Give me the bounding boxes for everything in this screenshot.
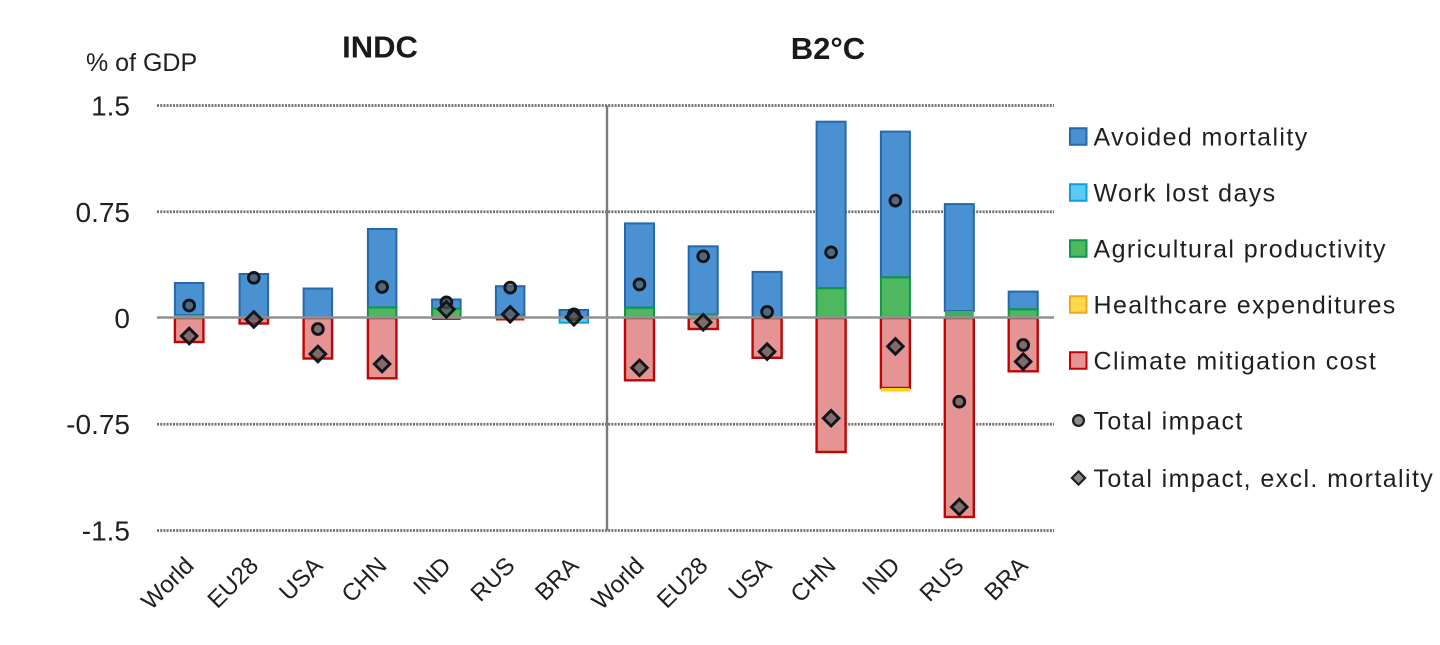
svg-text:INDC: INDC (342, 30, 418, 65)
svg-text:Healthcare expenditures: Healthcare expenditures (1094, 292, 1397, 320)
svg-text:Agricultural productivity: Agricultural productivity (1094, 236, 1387, 264)
svg-text:Avoided mortality: Avoided mortality (1094, 124, 1309, 152)
svg-text:% of GDP: % of GDP (86, 49, 197, 77)
svg-text:1.5: 1.5 (91, 91, 130, 122)
svg-text:-0.75: -0.75 (66, 409, 130, 440)
svg-text:Work lost days: Work lost days (1094, 180, 1277, 208)
svg-text:0.75: 0.75 (76, 197, 131, 228)
svg-text:Climate mitigation cost: Climate mitigation cost (1094, 348, 1378, 376)
svg-text:0: 0 (114, 303, 130, 334)
svg-text:Total impact: Total impact (1094, 408, 1244, 436)
svg-text:B2°C: B2°C (791, 31, 865, 66)
svg-text:-1.5: -1.5 (82, 516, 130, 547)
svg-text:Total impact, excl. mortality: Total impact, excl. mortality (1094, 465, 1435, 493)
